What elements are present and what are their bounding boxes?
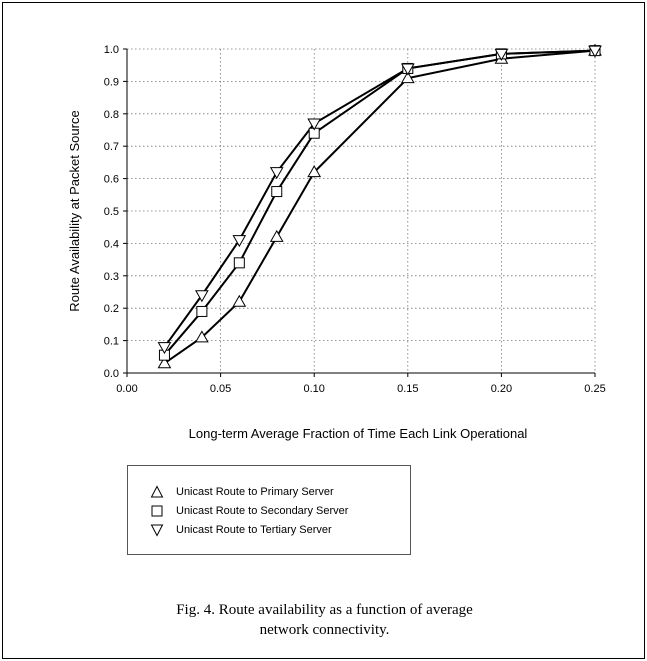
series-markers-2	[158, 45, 601, 361]
x-axis-title: Long-term Average Fraction of Time Each …	[189, 426, 528, 441]
x-tick-label: 0.15	[397, 383, 418, 395]
data-point-square	[233, 257, 245, 269]
x-tick-label: 0.20	[491, 383, 512, 395]
y-tick-label: 0.1	[104, 336, 119, 348]
y-tick-label: 0.9	[104, 76, 119, 88]
data-point-triangle-down	[157, 342, 172, 355]
data-point-triangle-down	[400, 63, 415, 76]
y-tick-label: 0.7	[104, 141, 119, 153]
data-point-square	[196, 305, 208, 317]
data-point-triangle-down	[494, 48, 509, 61]
x-tick-label: 0.25	[584, 383, 605, 395]
data-point-triangle-up	[232, 294, 247, 307]
caption-line-1: Fig. 4. Route availability as a function…	[176, 602, 473, 618]
legend-item-tertiary: Unicast Route to Tertiary Server	[150, 522, 332, 538]
series-1	[163, 49, 596, 365]
data-point-triangle-up	[157, 356, 172, 369]
x-tick-label: 0.00	[116, 383, 137, 395]
data-point-triangle-up	[269, 229, 284, 242]
x-tick-label: 0.10	[303, 383, 324, 395]
axes	[123, 48, 596, 377]
square-marker-icon	[151, 505, 163, 517]
y-tick-label: 0.6	[104, 174, 119, 186]
figure-caption: Fig. 4. Route availability as a function…	[3, 600, 646, 640]
series-line	[163, 49, 596, 365]
y-tick-label: 1.0	[104, 44, 119, 56]
series-group	[157, 43, 602, 369]
y-tick-label: 0.8	[104, 109, 119, 121]
data-point-triangle-up	[400, 71, 415, 84]
y-tick-label: 0.0	[104, 368, 119, 380]
data-point-triangle-down	[307, 118, 322, 131]
y-tick-label: 0.3	[104, 271, 119, 283]
legend-label-primary: Unicast Route to Primary Server	[176, 486, 334, 498]
grid	[127, 48, 596, 373]
series-line	[163, 49, 596, 348]
legend-label-secondary: Unicast Route to Secondary Server	[176, 505, 349, 517]
series-2	[163, 49, 596, 356]
y-tick-label: 0.5	[104, 206, 119, 218]
data-point-triangle-down	[588, 45, 602, 58]
y-tick-label: 0.4	[104, 238, 119, 250]
y-axis-title: Route Availability at Packet Source	[67, 110, 82, 311]
tick-labels: 0.0 0.1 0.2 0.3 0.4 0.5 0.6 0.7 0.8 0.9 1.0 0.00 0.0…	[104, 44, 606, 395]
triangle-down-marker-icon	[150, 524, 164, 537]
series-3	[163, 49, 596, 348]
data-point-square	[271, 186, 283, 198]
data-point-triangle-up	[195, 330, 209, 343]
legend-label-tertiary: Unicast Route to Tertiary Server	[176, 524, 332, 536]
data-point-triangle-down	[269, 167, 284, 180]
series-line	[163, 49, 596, 356]
caption-line-2: network connectivity.	[259, 622, 390, 638]
series-markers-1	[157, 43, 602, 369]
legend-item-secondary: Unicast Route to Secondary Server	[150, 503, 348, 519]
legend-item-primary: Unicast Route to Primary Server	[150, 484, 334, 500]
legend: Unicast Route to Primary Server Unicast …	[127, 465, 411, 555]
series-markers-3	[157, 45, 602, 355]
x-tick-label: 0.05	[210, 383, 231, 395]
data-point-triangle-up	[307, 165, 322, 178]
line-chart: 0.0 0.1 0.2 0.3 0.4 0.5 0.6 0.7 0.8 0.9 1.0 0.00 0.0…	[67, 43, 606, 441]
triangle-up-marker-icon	[150, 485, 164, 498]
y-tick-label: 0.2	[104, 303, 119, 315]
data-point-triangle-down	[195, 290, 209, 303]
data-point-triangle-down	[232, 235, 247, 248]
